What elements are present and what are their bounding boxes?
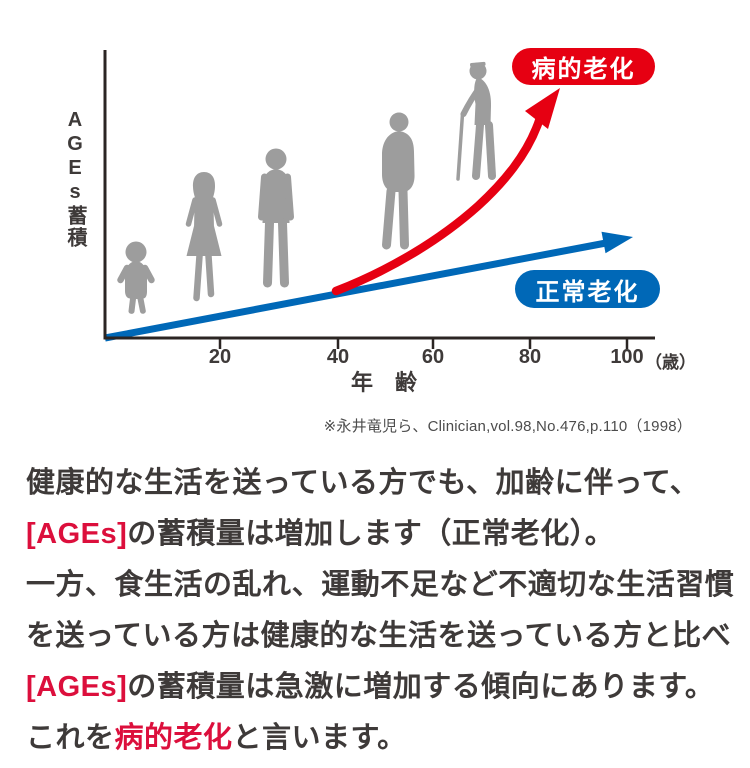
pathological-aging-highlight: 病的老化 — [114, 722, 233, 754]
toddler-head — [125, 241, 147, 263]
elderly-leg-left — [472, 121, 484, 180]
silhouette-toddler — [117, 241, 155, 314]
ages-accumulation-chart — [103, 50, 655, 349]
silhouette-young-woman — [185, 172, 223, 302]
pathological-aging-arrow — [331, 88, 560, 296]
paragraph-line-1: 健康的な生活を送っている方でも、加齢に伴って、 — [26, 467, 700, 499]
silhouette-adult-man — [258, 148, 294, 288]
age-silhouettes — [117, 61, 496, 314]
man-leg-left — [263, 218, 274, 288]
normal-aging-arrowhead — [601, 231, 633, 254]
middle-aged-head — [389, 112, 409, 132]
normal-aging-line — [104, 239, 607, 342]
x-tick-label-100: 100 — [610, 346, 644, 368]
elderly-leg-right — [485, 121, 496, 180]
y-axis-label: AGEs蓄積 — [64, 109, 86, 249]
man-arm-right — [284, 173, 294, 221]
middle-aged-leg-left — [382, 186, 396, 250]
woman-leg-left — [193, 252, 203, 302]
x-tick-label-40: 40 — [326, 346, 350, 368]
toddler-body — [124, 261, 148, 314]
elderly-torso — [474, 77, 492, 125]
toddler-arm-right — [141, 264, 155, 284]
pathological-aging-curve — [331, 113, 545, 296]
pathological-aging-badge: 病的老化 — [512, 48, 655, 85]
woman-arm-right — [210, 197, 223, 227]
source-citation: ※永井竜児ら、Clinician,vol.98,No.476,p.110（199… — [323, 418, 692, 435]
toddler-arm-left — [117, 264, 131, 284]
man-torso — [262, 169, 290, 223]
x-tick-label-60: 60 — [421, 346, 445, 368]
x-axis-label: 年 齢 — [351, 370, 418, 395]
woman-torso — [194, 193, 214, 228]
axes — [103, 50, 655, 340]
x-tick-label-80: 80 — [518, 346, 542, 368]
silhouette-middle-aged-man — [382, 112, 415, 250]
elderly-arm — [460, 84, 483, 117]
ages-highlight-1: [AGEs] — [26, 518, 128, 550]
ages-highlight-2: [AGEs] — [26, 671, 128, 703]
elderly-cane — [456, 112, 465, 181]
man-head — [265, 148, 287, 170]
x-tick-label-20: 20 — [208, 346, 232, 368]
woman-arm-left — [185, 197, 198, 227]
paragraph-line-4: を送っている方は健康的な生活を送っている方と比べ — [26, 620, 732, 652]
paragraph-line-6: これを病的老化と言います。 — [26, 722, 407, 754]
man-leg-right — [278, 218, 289, 288]
normal-aging-arrow — [104, 231, 633, 342]
paragraph-line-3: 一方、食生活の乱れ、運動不足など不適切な生活習慣 — [26, 569, 735, 601]
middle-aged-leg-right — [398, 186, 409, 250]
man-arm-left — [258, 173, 268, 221]
woman-head — [192, 172, 216, 199]
pathological-aging-arrowhead — [525, 88, 560, 129]
paragraph-line-5: [AGEs]の蓄積量は急激に増加する傾向にあります。 — [26, 671, 715, 703]
x-axis-ticks — [218, 338, 629, 349]
normal-aging-badge: 正常老化 — [515, 270, 660, 308]
elderly-cap — [470, 61, 486, 67]
woman-skirt — [186, 226, 222, 256]
explanatory-paragraph: 健康的な生活を送っている方でも、加齢に伴って、 [AGEs]の蓄積量は増加します… — [26, 458, 742, 764]
paragraph-line-2: [AGEs]の蓄積量は増加します（正常老化）。 — [26, 518, 615, 550]
silhouette-elderly-man-with-cane — [456, 61, 496, 181]
middle-aged-torso — [382, 131, 415, 192]
x-axis-unit: （歳） — [645, 353, 696, 372]
woman-leg-right — [205, 252, 215, 298]
